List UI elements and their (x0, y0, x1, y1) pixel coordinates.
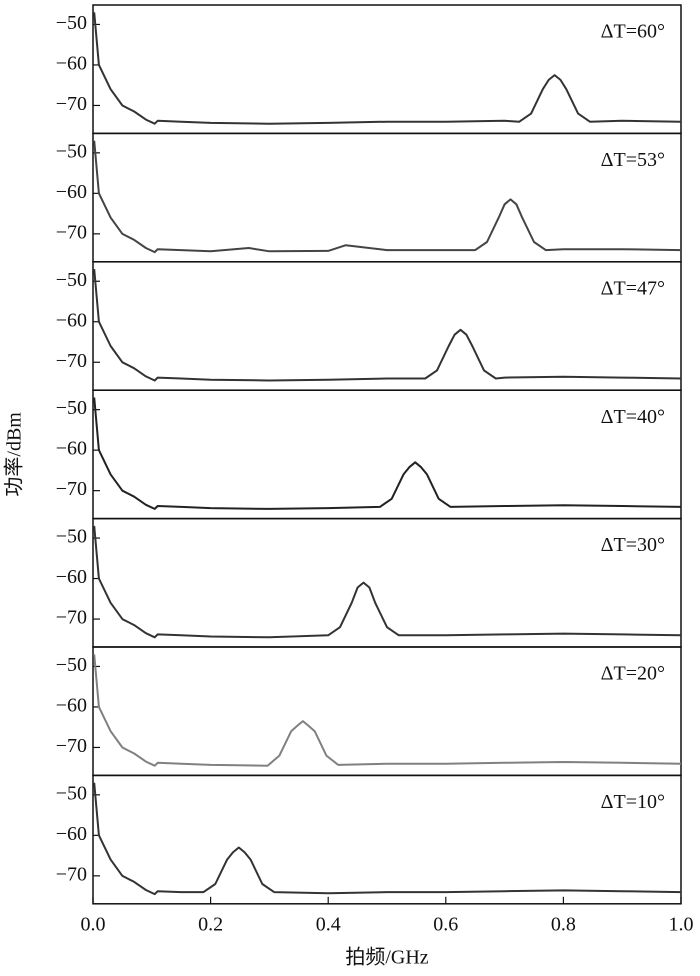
x-tick-label: 1.0 (669, 913, 694, 935)
y-tick-label: −60 (56, 695, 87, 717)
y-tick-label: −60 (56, 181, 87, 203)
panel-annotation: ΔT=10° (601, 791, 665, 813)
x-axis-label: 拍频/GHz (345, 945, 428, 968)
panel-frame (92, 774, 682, 905)
y-tick-label: −50 (56, 397, 87, 419)
y-tick-label: −70 (56, 478, 87, 500)
x-tick-label: 0.6 (433, 913, 458, 935)
y-axis-label: 功率/dBm (3, 412, 26, 497)
y-tick-label: −60 (56, 309, 87, 331)
y-tick-label: −70 (56, 607, 87, 629)
panel-frame (92, 261, 682, 391)
y-tick-label: −50 (56, 654, 87, 676)
x-tick-label: 0.2 (198, 913, 223, 935)
y-tick-label: −70 (56, 735, 87, 757)
panel-annotation: ΔT=53° (601, 149, 665, 171)
y-tick-label: −50 (56, 269, 87, 291)
panel-annotation: ΔT=30° (601, 534, 665, 556)
spectrum-line (93, 525, 682, 639)
x-tick-label: 0.0 (81, 913, 106, 935)
y-tick-label: −60 (56, 566, 87, 588)
y-tick-label: −70 (56, 863, 87, 885)
y-tick-label: −50 (56, 12, 87, 34)
y-tick-label: −50 (56, 782, 87, 804)
y-tick-label: −60 (56, 438, 87, 460)
y-tick-label: −50 (56, 526, 87, 548)
panel-annotation: ΔT=20° (601, 663, 665, 685)
y-tick-label: −60 (56, 823, 87, 845)
x-tick-label: 0.8 (551, 913, 576, 935)
panel-annotation: ΔT=47° (601, 277, 665, 299)
spectrum-line (93, 269, 682, 382)
spectrum-line (93, 397, 682, 510)
spectrum-line (93, 12, 682, 125)
y-tick-label: −50 (56, 140, 87, 162)
x-tick-label: 0.4 (316, 913, 341, 935)
panel-frame (92, 646, 682, 777)
panel-frame (92, 4, 682, 135)
panel-frame (92, 389, 682, 520)
y-tick-label: −70 (56, 93, 87, 115)
panel-annotation: ΔT=60° (601, 21, 665, 43)
y-tick-label: −70 (56, 221, 87, 243)
panel-frame (92, 132, 682, 263)
y-tick-label: −60 (56, 53, 87, 75)
panel-annotation: ΔT=40° (601, 406, 665, 428)
spectrum-line (93, 140, 682, 254)
spectrum-line (93, 782, 682, 896)
y-tick-label: −70 (56, 350, 87, 372)
spectrum-line (93, 654, 682, 767)
